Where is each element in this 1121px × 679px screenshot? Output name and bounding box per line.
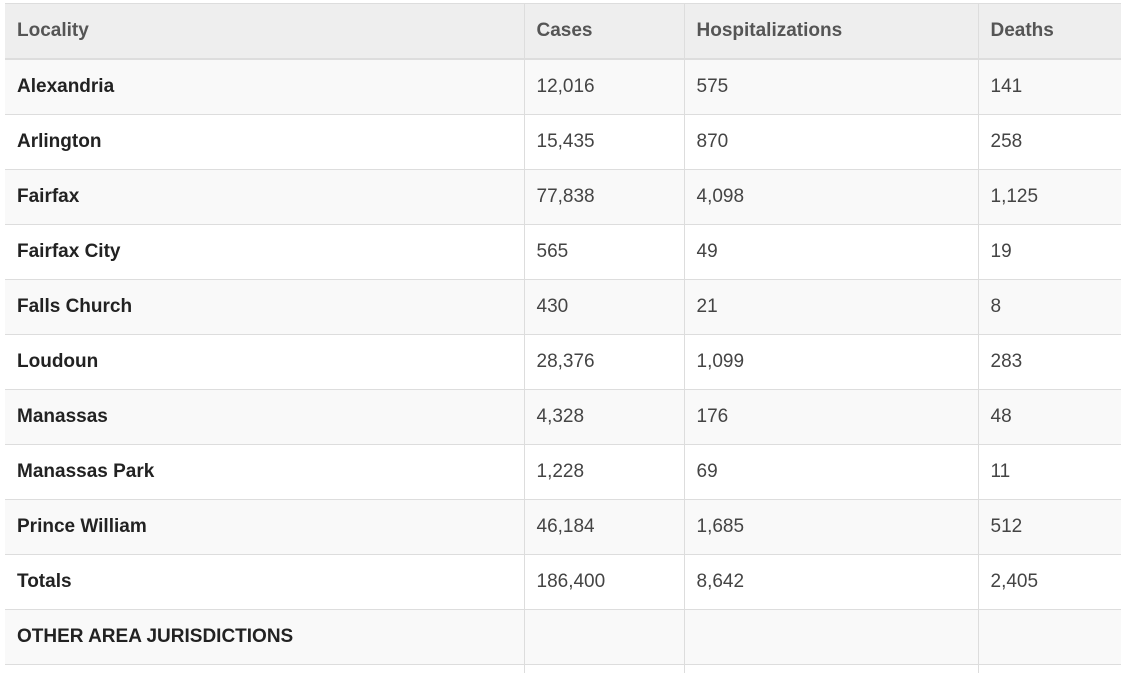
empty-cell [977,609,1121,665]
cell-hospitalizations: 69 [683,444,978,500]
cell-deaths: 283 [977,334,1121,390]
cell-locality: Loudoun [5,334,524,390]
cell-deaths: 1,125 [977,169,1121,225]
cell-locality: Fairfax [5,169,524,225]
covid-locality-table: Locality Cases Hospitalizations Deaths A… [5,3,1121,673]
section-row: OTHER AREA JURISDICTIONS [5,609,1121,665]
cell-cases: 28,376 [523,334,684,390]
table-row: Fairfax 77,838 4,098 1,125 [5,169,1121,225]
cell-cases: 12,016 [523,58,684,115]
totals-row: Totals 186,400 8,642 2,405 [5,554,1121,610]
cell-locality: Totals [5,554,524,610]
cell-cases: 430 [523,279,684,335]
cell-deaths: 11 [977,444,1121,500]
empty-cell [523,664,684,673]
cell-locality: Arlington [5,114,524,170]
header-locality[interactable]: Locality [5,3,524,60]
cell-hospitalizations: 575 [683,58,978,115]
header-hospitalizations[interactable]: Hospitalizations [683,3,978,60]
cell-cases: 4,328 [523,389,684,445]
empty-cell [977,664,1121,673]
cell-hospitalizations: 8,642 [683,554,978,610]
table-row: Alexandria 12,016 575 141 [5,58,1121,115]
table-row: Fairfax City 565 49 19 [5,224,1121,280]
cell-hospitalizations: 176 [683,389,978,445]
cell-hospitalizations: 1,099 [683,334,978,390]
cell-cases: 565 [523,224,684,280]
table-body: Alexandria 12,016 575 141 Arlington 15,4… [5,58,1121,673]
header-cases[interactable]: Cases [523,3,684,60]
cell-deaths: 48 [977,389,1121,445]
table-row: Falls Church 430 21 8 [5,279,1121,335]
cell-cases: 15,435 [523,114,684,170]
table-row: Manassas Park 1,228 69 11 [5,444,1121,500]
table-header: Locality Cases Hospitalizations Deaths [5,3,1121,60]
cell-deaths: 141 [977,58,1121,115]
cell-locality: Falls Church [5,279,524,335]
empty-cell [683,664,978,673]
cell-cases: 1,228 [523,444,684,500]
empty-cell [523,609,684,665]
cell-cases: 46,184 [523,499,684,555]
cell-locality: Fairfax City [5,224,524,280]
cell-hospitalizations: 870 [683,114,978,170]
cell-deaths: 2,405 [977,554,1121,610]
cell-deaths: 8 [977,279,1121,335]
cell-hospitalizations: 21 [683,279,978,335]
section-heading: OTHER AREA JURISDICTIONS [5,609,524,665]
cell-cases: 77,838 [523,169,684,225]
header-deaths[interactable]: Deaths [977,3,1121,60]
cell-locality: Prince William [5,499,524,555]
table-row: Arlington 15,435 870 258 [5,114,1121,170]
table-row: Loudoun 28,376 1,099 283 [5,334,1121,390]
cell-deaths: 512 [977,499,1121,555]
cell-deaths: 19 [977,224,1121,280]
cell-cases: 186,400 [523,554,684,610]
header-row: Locality Cases Hospitalizations Deaths [5,3,1121,60]
cell-deaths: 258 [977,114,1121,170]
table-row: Manassas 4,328 176 48 [5,389,1121,445]
cell-hospitalizations: 1,685 [683,499,978,555]
cell-locality: Manassas Park [5,444,524,500]
empty-cell [683,609,978,665]
cell-locality: Alexandria [5,58,524,115]
empty-cell [5,664,524,673]
cell-hospitalizations: 4,098 [683,169,978,225]
table-row [5,664,1121,673]
table-row: Prince William 46,184 1,685 512 [5,499,1121,555]
cell-hospitalizations: 49 [683,224,978,280]
cell-locality: Manassas [5,389,524,445]
